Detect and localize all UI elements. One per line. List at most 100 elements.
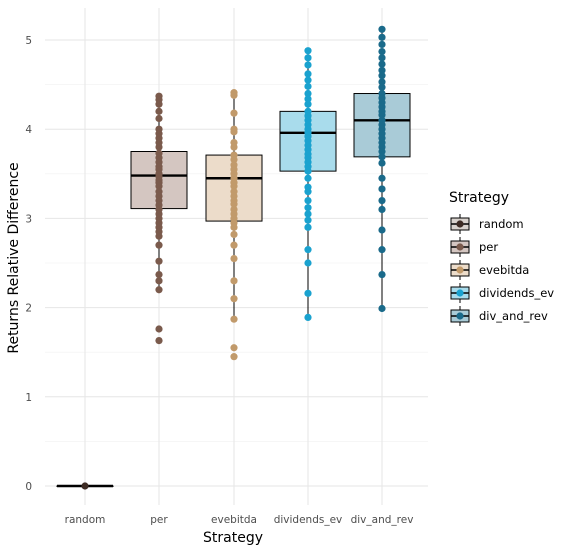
point-dividends_ev	[304, 70, 312, 78]
legend-item-dividends_ev: dividends_ev	[450, 283, 554, 303]
point-dividends_ev	[304, 188, 312, 196]
point-per	[155, 270, 163, 279]
point-div_and_rev	[378, 147, 386, 156]
point-evebitda	[230, 315, 238, 323]
point-div_and_rev	[378, 246, 386, 254]
y-tick-labels: 0 1 2 3 4 5	[25, 35, 32, 493]
point-dividends_ev	[304, 95, 312, 103]
point-div_and_rev	[378, 226, 386, 234]
point-random	[81, 482, 89, 490]
point-dividends_ev	[304, 76, 312, 84]
point-div_and_rev	[378, 196, 386, 205]
y-tick-label: 4	[25, 124, 32, 136]
point-dividends_ev	[304, 289, 312, 297]
point-evebitda	[230, 277, 238, 285]
point-evebitda	[230, 344, 238, 352]
point-div_and_rev	[378, 185, 386, 193]
point-evebitda	[230, 241, 238, 249]
x-tick-label: div_and_rev	[351, 514, 414, 526]
point-evebitda	[230, 254, 238, 263]
point-dividends_ev	[304, 196, 312, 205]
point-per	[155, 114, 163, 123]
point-dividends_ev	[304, 313, 312, 322]
point-evebitda	[230, 155, 238, 164]
legend: Strategy random per evebitda dividends_evdi…	[449, 190, 554, 326]
point-per	[155, 143, 163, 151]
point-dividends_ev	[304, 100, 312, 108]
point-dividends_ev	[304, 167, 312, 175]
point-dividends_ev	[304, 47, 312, 55]
legend-key-point	[456, 289, 464, 297]
point-per	[155, 337, 163, 345]
point-div_and_rev	[378, 111, 386, 119]
point-div_and_rev	[378, 60, 386, 68]
point-div_and_rev	[378, 72, 386, 80]
y-tick-label: 1	[25, 392, 32, 404]
y-tick-label: 0	[25, 481, 32, 493]
point-dividends_ev	[304, 54, 312, 62]
legend-label: dividends_ev	[479, 286, 554, 300]
legend-item-random: random	[450, 214, 524, 234]
x-tick-labels: random per evebitda dividends_ev div_and_rev	[65, 514, 414, 526]
legend-label: per	[479, 240, 498, 254]
y-tick-label: 5	[25, 35, 32, 47]
point-evebitda	[230, 143, 238, 151]
point-div_and_rev	[378, 25, 386, 33]
legend-key-point	[456, 312, 464, 320]
point-div_and_rev	[378, 174, 386, 182]
legend-item-div_and_rev: div_and_rev	[450, 306, 548, 326]
point-dividends_ev	[304, 174, 312, 182]
point-per	[155, 286, 163, 294]
point-div_and_rev	[378, 83, 386, 91]
point-dividends_ev	[304, 246, 312, 254]
legend-key-point	[456, 243, 464, 251]
point-per	[155, 257, 163, 265]
point-dividends_ev	[304, 61, 312, 69]
x-tick-label: dividends_ev	[274, 514, 343, 526]
point-div_and_rev	[378, 54, 386, 62]
point-evebitda	[230, 91, 238, 99]
point-per	[155, 325, 163, 333]
point-per	[155, 182, 163, 190]
point-div_and_rev	[378, 304, 386, 313]
point-div_and_rev	[378, 47, 386, 56]
point-evebitda	[230, 109, 238, 117]
point-evebitda	[230, 200, 238, 208]
y-tick-label: 2	[25, 303, 32, 315]
x-tick-label: random	[65, 514, 106, 526]
point-evebitda	[230, 128, 238, 136]
point-div_and_rev	[378, 40, 386, 49]
legend-label: div_and_rev	[479, 309, 548, 323]
x-axis-title: Strategy	[203, 530, 263, 546]
point-div_and_rev	[378, 78, 386, 86]
point-dividends_ev	[304, 216, 312, 224]
point-div_and_rev	[378, 270, 386, 279]
point-evebitda	[230, 230, 238, 239]
legend-title: Strategy	[449, 190, 509, 206]
y-axis-title: Returns Relative Difference	[6, 162, 22, 353]
point-div_and_rev	[378, 33, 386, 41]
x-tick-label: evebitda	[211, 514, 257, 526]
point-dividends_ev	[304, 210, 312, 218]
point-per	[155, 277, 163, 285]
point-per	[155, 100, 163, 108]
legend-key-point	[456, 220, 464, 228]
point-dividends_ev	[304, 204, 312, 212]
point-evebitda	[230, 223, 238, 231]
point-div_and_rev	[378, 153, 386, 161]
legend-key-point	[456, 266, 464, 274]
point-dividends_ev	[304, 89, 312, 98]
point-div_and_rev	[378, 66, 386, 74]
legend-item-per: per	[450, 237, 498, 257]
point-div_and_rev	[378, 205, 386, 214]
point-per	[155, 241, 163, 249]
point-per	[155, 107, 163, 115]
x-tick-label: per	[150, 514, 168, 526]
point-dividends_ev	[304, 223, 312, 231]
point-evebitda	[230, 182, 238, 190]
point-dividends_ev	[304, 82, 312, 90]
legend-label: evebitda	[479, 263, 529, 277]
legend-label: random	[479, 217, 524, 231]
y-tick-label: 3	[25, 213, 32, 225]
